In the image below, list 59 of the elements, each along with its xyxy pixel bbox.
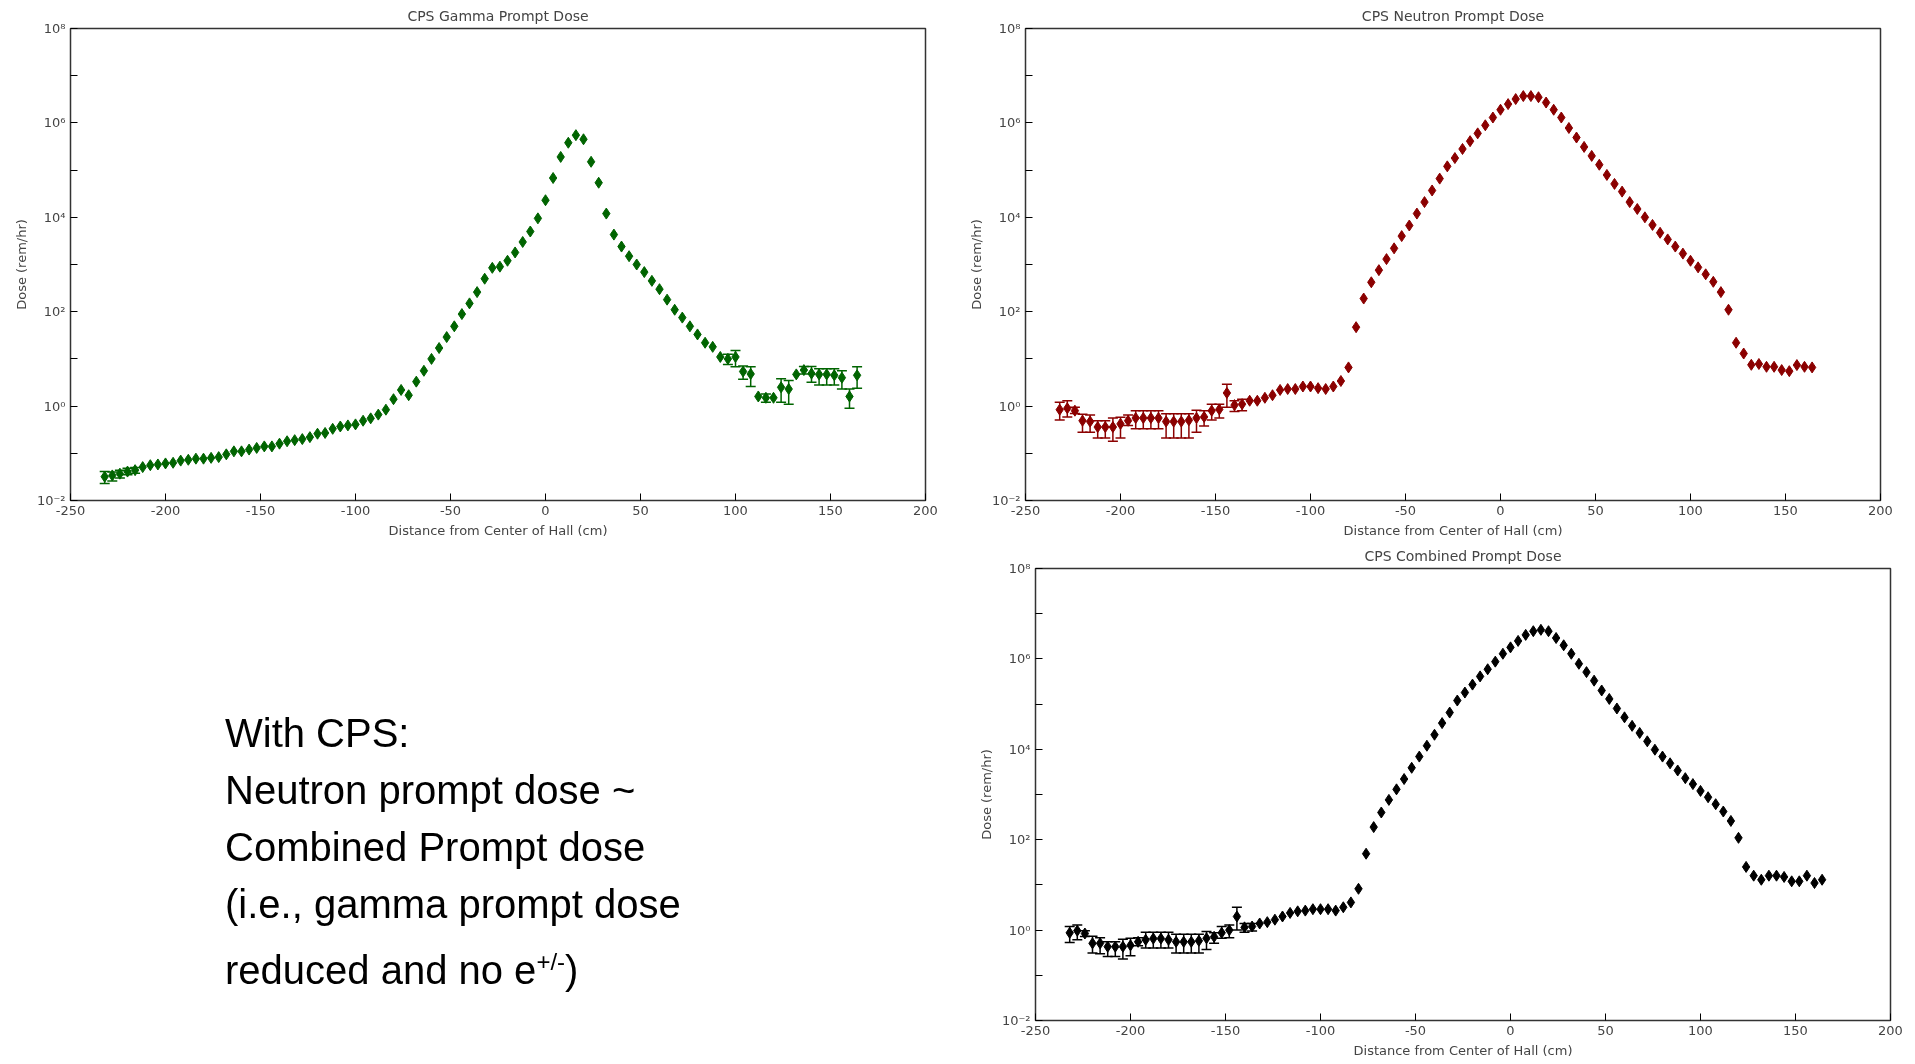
x-tick-label: 50 <box>1597 1022 1614 1038</box>
y-tick-label: 10² <box>1008 832 1031 848</box>
y-tick-label: 10⁶ <box>43 115 66 131</box>
y-tick-label: 10⁸ <box>43 21 66 36</box>
x-tick-label: 100 <box>1678 502 1703 518</box>
x-tick-label: -250 <box>55 502 86 518</box>
y-tick-label: 10⁰ <box>43 398 66 414</box>
chart-title: CPS Neutron Prompt Dose <box>1361 7 1545 24</box>
x-tick-label: -100 <box>1295 502 1326 518</box>
y-tick-label: 10⁸ <box>998 21 1021 36</box>
x-tick-label: -100 <box>340 502 371 518</box>
x-tick-label: 50 <box>1587 502 1604 518</box>
x-tick-label: 150 <box>1783 1022 1808 1038</box>
y-axis-title: Dose (rem/hr) <box>13 219 29 310</box>
text: Neutron prompt dose ~ <box>225 768 636 812</box>
y-tick-label: 10⁴ <box>1008 741 1031 757</box>
x-tick-label: 50 <box>632 502 649 518</box>
chart-title: CPS Gamma Prompt Dose <box>407 7 589 24</box>
x-tick-label: 0 <box>541 502 550 518</box>
x-tick-label: -50 <box>1404 1022 1427 1038</box>
y-tick-label: 10⁰ <box>1008 922 1031 938</box>
y-tick-label: 10² <box>43 304 66 320</box>
x-tick-label: 0 <box>1496 502 1505 518</box>
chart-title: CPS Combined Prompt Dose <box>1364 547 1562 564</box>
y-tick-label: 10⁰ <box>998 398 1021 414</box>
text: reduced and no e$^{+/-}$) <box>225 948 579 993</box>
x-tick-label: -150 <box>245 502 276 518</box>
x-tick-label: -250 <box>1010 502 1041 518</box>
text: Combined Prompt dose <box>225 825 646 869</box>
x-tick-label: 150 <box>818 502 843 518</box>
x-axis-title: Distance from Center of Hall (cm) <box>388 522 608 538</box>
y-tick-label: 10⁴ <box>998 209 1021 225</box>
x-tick-label: 0 <box>1506 1022 1515 1038</box>
y-axis-title: Dose (rem/hr) <box>968 219 984 310</box>
x-tick-label: -200 <box>1105 502 1136 518</box>
x-tick-label: 200 <box>1878 1022 1903 1038</box>
x-tick-label: -50 <box>1394 502 1417 518</box>
x-tick-label: -150 <box>1210 1022 1241 1038</box>
x-tick-label: -150 <box>1200 502 1231 518</box>
y-tick-label: 10⁶ <box>1008 651 1031 667</box>
y-tick-label: 10⁴ <box>43 209 66 225</box>
x-tick-label: 200 <box>913 502 938 518</box>
x-tick-label: 200 <box>1868 502 1893 518</box>
text: (i.e., gamma prompt dose <box>225 882 681 926</box>
x-tick-label: 150 <box>1773 502 1798 518</box>
x-tick-label: -200 <box>1115 1022 1146 1038</box>
x-tick-label: 100 <box>1688 1022 1713 1038</box>
x-axis-title: Distance from Center of Hall (cm) <box>1343 522 1563 538</box>
y-tick-label: 10⁸ <box>1008 561 1031 576</box>
x-tick-label: -100 <box>1305 1022 1336 1038</box>
text: With CPS: <box>225 711 410 755</box>
y-axis-title: Dose (rem/hr) <box>978 749 994 840</box>
x-tick-label: -250 <box>1020 1022 1051 1038</box>
x-tick-label: 100 <box>723 502 748 518</box>
x-tick-label: -50 <box>439 502 462 518</box>
x-tick-label: -200 <box>150 502 181 518</box>
y-tick-label: 10² <box>998 304 1021 320</box>
x-axis-title: Distance from Center of Hall (cm) <box>1353 1042 1573 1058</box>
y-tick-label: 10⁶ <box>998 115 1021 131</box>
